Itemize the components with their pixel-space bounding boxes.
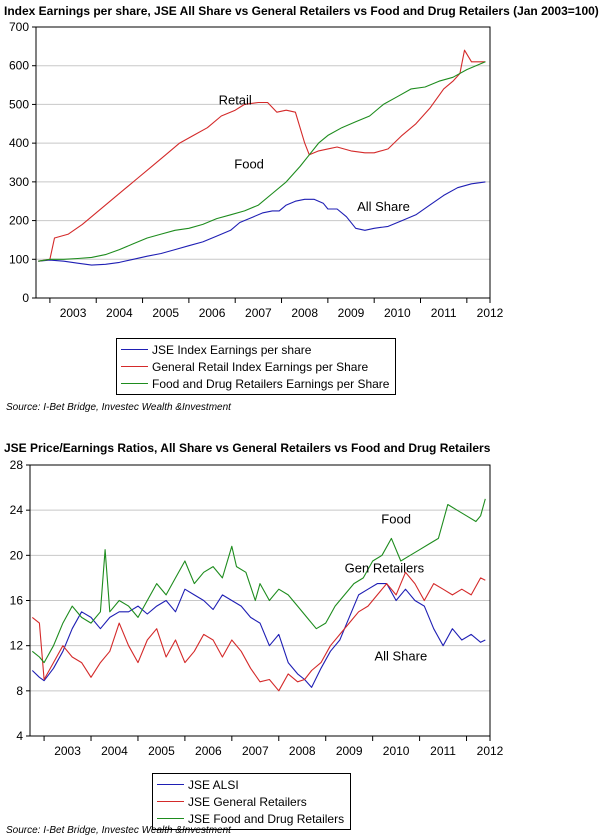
eps-x-tick-label: 2004 [106,306,133,320]
eps-y-tick-label: 0 [22,291,29,305]
chart1-source: Source: I-Bet Bridge, Investec Wealth &I… [6,402,231,413]
pe-x-tick-label: 2010 [383,744,410,758]
pe-y-tick-label: 28 [10,458,24,472]
chart2-source: Source: I-Bet Bridge, Investec Wealth &I… [6,825,231,836]
eps-y-tick-label: 600 [9,59,29,73]
chart2-legend: JSE ALSI JSE General Retailers JSE Food … [152,773,352,830]
pe-x-tick-label: 2004 [101,744,128,758]
eps-line-chart: 0 100 200 300 400 500 600 700 2003 2004 2005 2006 20… [9,20,504,320]
eps-x-tick-label: 2006 [199,306,226,320]
legend-swatch [157,818,184,819]
pe-y-tick-label: 12 [10,639,24,653]
pe-x-tick-label: 2009 [336,744,363,758]
pe-x-tick-label: 2012 [477,744,504,758]
legend-item: General Retail Index Earnings per Share [121,358,389,375]
eps-annotation: All Share [357,199,410,214]
eps-y-tick-label: 700 [9,20,29,34]
eps-x-tick-label: 2009 [338,306,365,320]
legend-item: JSE Index Earnings per share [121,341,389,358]
pe-annotation: All Share [374,648,427,663]
pe-x-tick-label: 2006 [195,744,222,758]
pe-annotation: Food [381,512,411,527]
pe-x-tick-label: 2005 [148,744,175,758]
eps-y-tick-label: 200 [9,214,29,228]
eps-x-tick-label: 2003 [60,306,87,320]
legend-label: JSE Index Earnings per share [152,342,312,357]
legend-item: JSE ALSI [157,776,344,793]
eps-annotation: Retail [219,92,252,107]
pe-line-chart: 4 8 12 16 20 24 28 2003 2004 2005 2006 2007 2008 2009… [10,458,504,758]
eps-y-tick-label: 500 [9,97,29,111]
legend-item: JSE Food and Drug Retailers [157,810,344,827]
chart1-title: Index Earnings per share, JSE All Share … [4,4,599,18]
legend-swatch [121,383,148,384]
pe-x-tick-label: 2007 [242,744,269,758]
pe-x-tick-label: 2003 [54,744,81,758]
pe-y-tick-label: 4 [16,729,23,743]
eps-y-tick-label: 400 [9,136,29,150]
eps-y-tick-label: 300 [9,175,29,189]
legend-swatch [121,366,148,367]
eps-plot-frame [35,26,491,299]
eps-y-tick-label: 100 [9,252,29,266]
pe-series-line-1 [31,583,486,688]
legend-label: JSE General Retailers [188,794,307,809]
eps-x-tick-label: 2010 [384,306,411,320]
eps-series-line-3 [38,61,486,262]
pe-y-tick-label: 24 [10,503,24,517]
eps-x-tick-label: 2012 [477,306,504,320]
pe-annotation: Gen Retailers [345,560,425,575]
pe-x-tick-label: 2008 [289,744,316,758]
eps-series-line-2 [38,49,486,262]
legend-label: Food and Drug Retailers Earnings per Sha… [152,376,390,391]
eps-x-tick-label: 2005 [152,306,179,320]
pe-y-tick-label: 20 [10,548,24,562]
eps-x-tick-label: 2011 [431,306,457,320]
pe-y-tick-label: 16 [10,594,24,608]
legend-label: JSE Food and Drug Retailers [188,811,345,826]
eps-x-tick-label: 2008 [291,306,318,320]
pe-y-tick-label: 8 [16,684,23,698]
legend-swatch [121,349,148,350]
pe-series-line-3 [31,498,486,664]
legend-label: JSE ALSI [188,777,239,792]
legend-swatch [157,801,184,802]
pe-series-line-2 [31,571,486,692]
pe-x-tick-label: 2011 [430,744,456,758]
chart1-legend: JSE Index Earnings per share General Ret… [116,338,397,395]
eps-annotation: Food [234,156,264,171]
eps-series-line-1 [38,181,486,266]
chart2-title: JSE Price/Earnings Ratios, All Share vs … [4,441,491,455]
legend-swatch [157,784,184,785]
legend-label: General Retail Index Earnings per Share [152,359,369,374]
eps-x-tick-label: 2007 [245,306,272,320]
legend-item: Food and Drug Retailers Earnings per Sha… [121,375,389,392]
legend-item: JSE General Retailers [157,793,344,810]
